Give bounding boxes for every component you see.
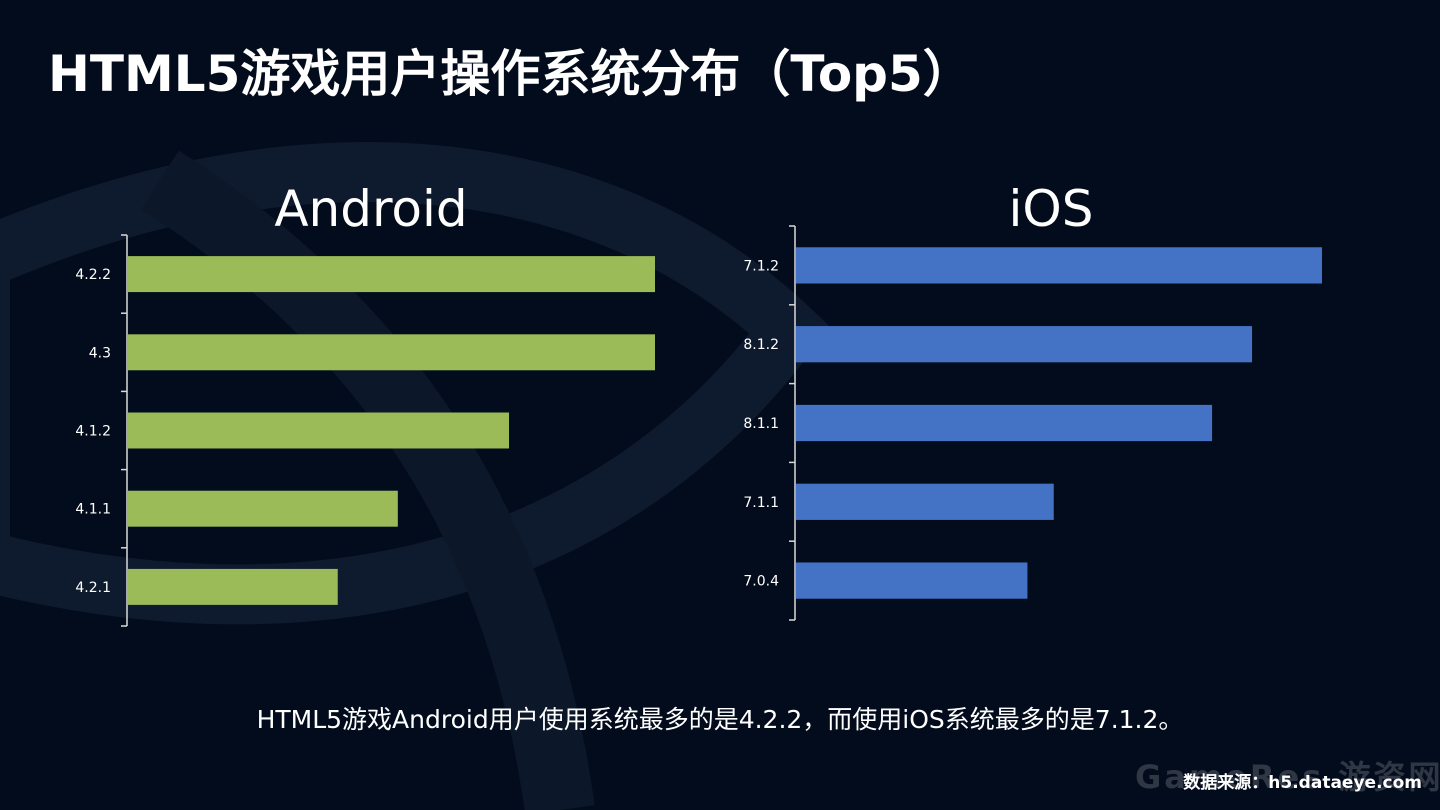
- android-bar-4-1-1: [128, 490, 398, 527]
- android-bar-4-1-2: [128, 412, 510, 449]
- ios-bar-7-0-4: [796, 562, 1028, 599]
- ios-tick-label: 7.1.1: [743, 495, 779, 511]
- ios-tick-label: 8.1.2: [743, 337, 779, 353]
- ios-chart-title: iOS: [1009, 180, 1094, 238]
- android-tick-label: 4.2.1: [75, 580, 111, 596]
- android-bar-4-3: [128, 334, 655, 371]
- android-tick-label: 4.1.2: [75, 424, 111, 440]
- android-tick-label: 4.2.2: [75, 267, 111, 283]
- ios-bar-8-1-2: [796, 326, 1253, 363]
- ios-bar-8-1-1: [796, 404, 1213, 442]
- ios-bar-7-1-2: [796, 247, 1322, 284]
- ios-tick-label: 7.0.4: [743, 574, 779, 590]
- android-tick-label: 4.3: [89, 345, 111, 361]
- page-title: HTML5游戏用户操作系统分布（Top5）: [48, 45, 973, 103]
- android-bar-4-2-2: [128, 256, 655, 293]
- caption: HTML5游戏Android用户使用系统最多的是4.2.2，而使用iOS系统最多…: [256, 705, 1184, 734]
- ios-bar-7-1-1: [796, 483, 1054, 520]
- watermark-logo: GameRes 游资网: [1135, 758, 1440, 796]
- android-bar-4-2-1: [128, 568, 338, 605]
- ios-tick-label: 7.1.2: [743, 258, 779, 274]
- ios-tick-label: 8.1.1: [743, 416, 779, 432]
- android-chart-title: Android: [274, 180, 467, 238]
- data-source: 数据来源：h5.dataeye.com: [1183, 773, 1422, 793]
- android-tick-label: 4.1.1: [75, 502, 111, 518]
